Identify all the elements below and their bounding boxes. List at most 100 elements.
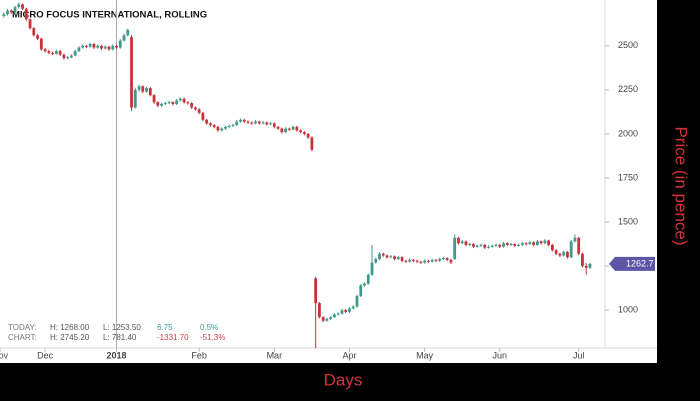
candle-body (100, 45, 103, 49)
last-price-label: 1262.7 (626, 259, 654, 269)
candle-body (502, 243, 505, 247)
candle-body (92, 44, 96, 48)
y-tick-label: 2500 (618, 40, 638, 50)
y-tick-label: 1500 (618, 216, 638, 226)
x-tick-label: Mar (267, 350, 283, 360)
candle-body (9, 10, 13, 13)
candle-body (28, 19, 32, 29)
candle-body (85, 45, 88, 47)
candle-body (393, 256, 396, 260)
last-price-tag (609, 256, 655, 271)
candle-body (257, 121, 261, 124)
x-tick-label: 2018 (106, 350, 126, 360)
candle-body (396, 257, 400, 260)
candle-body (385, 255, 389, 258)
candle-body (321, 317, 325, 321)
candle-body (51, 52, 55, 54)
candle-body (588, 263, 592, 268)
candle-body (69, 55, 73, 58)
x-tick-label: Apr (342, 350, 356, 360)
x-tick-label: Feb (191, 350, 207, 360)
candle-body (171, 102, 175, 104)
candle-body (340, 310, 344, 314)
candle-body (306, 133, 310, 138)
candle-body (494, 244, 498, 246)
candle-body (344, 310, 348, 312)
candle-body (408, 259, 411, 262)
candle-body (348, 308, 351, 312)
candle-body (186, 102, 190, 104)
candle-body (96, 45, 100, 48)
candle-body (133, 89, 137, 108)
y-axis-title: Price (in pence) (672, 126, 691, 245)
candle-body (498, 244, 502, 247)
info-low: L: 781.40 (103, 333, 137, 342)
candle-body (24, 8, 28, 20)
candle-body (584, 266, 588, 268)
candle-body (276, 126, 280, 129)
candle-body (442, 258, 445, 260)
y-tick-label: 2250 (618, 84, 638, 94)
info-change: -1331.70 (157, 333, 189, 342)
candle-body (535, 241, 539, 245)
candle-body (163, 103, 167, 105)
x-tick-label: Jul (573, 350, 585, 360)
candle-body (468, 244, 472, 246)
candle-body (118, 40, 122, 48)
candle-body (148, 88, 152, 96)
info-high: H: 2745.20 (50, 333, 90, 342)
candle-body (54, 51, 58, 54)
candle-body (130, 37, 133, 108)
candle-body (231, 125, 235, 127)
info-label: CHART: (8, 333, 37, 342)
candle-body (389, 256, 393, 258)
candle-body (111, 45, 115, 50)
candle-body (329, 317, 333, 319)
info-label: TODAY: (8, 323, 37, 332)
candle-body (490, 245, 494, 247)
candle-body (577, 237, 581, 254)
candle-body (381, 253, 385, 256)
candle-body (426, 260, 430, 262)
candle-body (445, 258, 449, 260)
candle-body (152, 95, 156, 103)
candle-body (434, 259, 438, 261)
candle-body (73, 51, 77, 56)
candle-body (457, 237, 460, 244)
candle-body (2, 14, 6, 16)
candle-body (378, 253, 381, 260)
candle-body (209, 123, 212, 126)
candle-body (103, 46, 107, 49)
candle-body (539, 241, 543, 244)
candle-body (126, 29, 130, 36)
candle-body (400, 257, 404, 261)
candle-body (272, 123, 276, 127)
candle-body (47, 51, 51, 53)
candle-body (137, 86, 141, 90)
candle-body (224, 126, 227, 129)
y-tick-label: 1750 (618, 172, 638, 182)
candle-body (449, 259, 453, 263)
candle-body (547, 240, 551, 245)
candle-body (520, 243, 524, 245)
candle-body (351, 306, 355, 309)
candle-body (419, 261, 423, 263)
candle-body (58, 51, 62, 55)
candle-body (43, 49, 47, 52)
candle-body (250, 122, 254, 124)
candle-body (423, 260, 427, 263)
candle-body (543, 240, 547, 244)
candle-body (299, 130, 303, 133)
candle-body (487, 246, 490, 248)
candle-body (269, 123, 272, 125)
candle-body (333, 314, 336, 318)
candle-body (475, 245, 479, 247)
candle-body (359, 285, 363, 297)
candle-body (314, 278, 318, 304)
candle-body (17, 4, 21, 8)
candle-body (318, 303, 321, 318)
info-percent: -51.3% (200, 333, 225, 342)
candle-body (524, 243, 528, 245)
candle-body (569, 241, 573, 258)
